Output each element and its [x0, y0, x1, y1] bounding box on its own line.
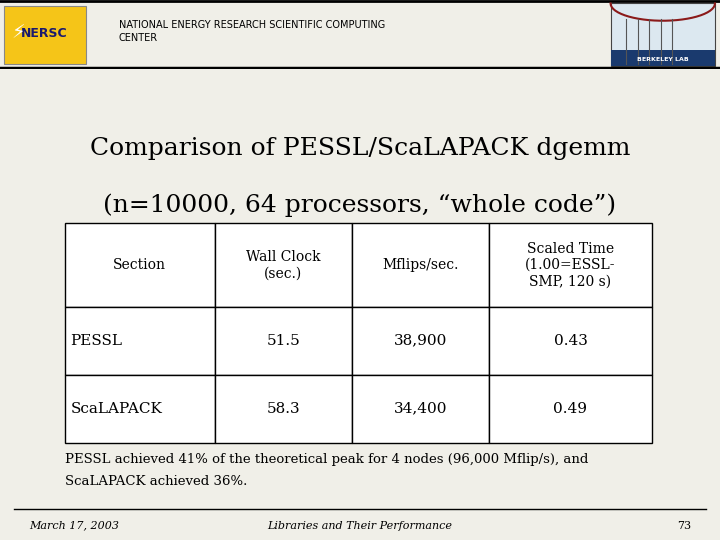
Bar — [215, 307, 352, 375]
Text: ScaLAPACK achieved 36%.: ScaLAPACK achieved 36%. — [65, 475, 247, 488]
Text: 38,900: 38,900 — [394, 334, 447, 348]
Text: Section: Section — [113, 258, 166, 272]
Text: Comparison of PESSL/ScaLAPACK dgemm: Comparison of PESSL/ScaLAPACK dgemm — [90, 137, 630, 159]
Text: Wall Clock
(sec.): Wall Clock (sec.) — [246, 250, 320, 280]
Bar — [352, 307, 490, 375]
Bar — [490, 375, 652, 443]
Bar — [215, 224, 352, 307]
Bar — [215, 375, 352, 443]
Bar — [490, 307, 652, 375]
Text: 0.49: 0.49 — [554, 402, 588, 416]
Text: ⚡: ⚡ — [12, 24, 25, 43]
Text: Libraries and Their Performance: Libraries and Their Performance — [268, 521, 452, 531]
Text: PESSL achieved 41% of the theoretical peak for 4 nodes (96,000 Mflip/s), and: PESSL achieved 41% of the theoretical pe… — [65, 453, 588, 466]
Text: ScaLAPACK: ScaLAPACK — [71, 402, 163, 416]
FancyBboxPatch shape — [611, 50, 715, 66]
Bar — [65, 375, 215, 443]
Text: NERSC: NERSC — [22, 26, 68, 39]
Bar — [352, 224, 490, 307]
Text: Scaled Time
(1.00=ESSL-
SMP, 120 s): Scaled Time (1.00=ESSL- SMP, 120 s) — [525, 242, 616, 288]
Bar — [65, 307, 215, 375]
Bar — [352, 375, 490, 443]
Text: March 17, 2003: March 17, 2003 — [29, 521, 119, 531]
FancyBboxPatch shape — [4, 5, 86, 64]
Bar — [65, 224, 215, 307]
Text: 34,400: 34,400 — [394, 402, 447, 416]
Text: 73: 73 — [677, 521, 691, 531]
Text: Mflips/sec.: Mflips/sec. — [382, 258, 459, 272]
Text: PESSL: PESSL — [71, 334, 122, 348]
Text: 0.43: 0.43 — [554, 334, 588, 348]
Text: (n=10000, 64 processors, “whole code”): (n=10000, 64 processors, “whole code”) — [104, 193, 616, 217]
Text: NATIONAL ENERGY RESEARCH SCIENTIFIC COMPUTING
CENTER: NATIONAL ENERGY RESEARCH SCIENTIFIC COMP… — [119, 19, 385, 43]
Text: 51.5: 51.5 — [266, 334, 300, 348]
Bar — [490, 224, 652, 307]
Text: BERKELEY LAB: BERKELEY LAB — [637, 57, 689, 62]
Text: 58.3: 58.3 — [266, 402, 300, 416]
FancyBboxPatch shape — [611, 3, 715, 66]
